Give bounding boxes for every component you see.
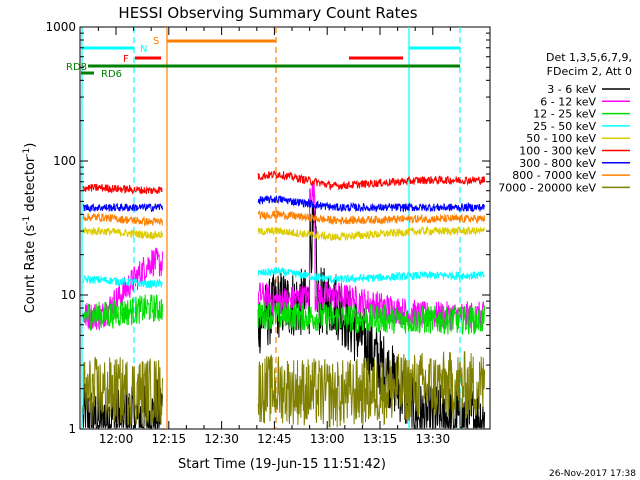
series-line-7-seg0 xyxy=(82,212,163,228)
saa-label: S xyxy=(153,36,159,47)
rd6-label: RD6 xyxy=(101,69,122,80)
legend-label: 12 - 25 keV xyxy=(533,108,596,121)
series-line-2-seg1 xyxy=(257,301,486,335)
series-line-3-seg1 xyxy=(257,266,485,284)
legend-header-1: Det 1,3,5,6,7,9, xyxy=(546,51,632,64)
legend-label: 300 - 800 keV xyxy=(519,157,596,170)
series-line-2-seg0 xyxy=(82,294,163,332)
series-line-5-seg0 xyxy=(82,183,163,195)
series-line-8-seg0 xyxy=(82,356,163,427)
y-tick-label: 1000 xyxy=(45,20,76,34)
y-tick-label: 100 xyxy=(53,154,76,168)
legend-label: 3 - 6 keV xyxy=(547,83,596,96)
y-tick-label: 10 xyxy=(61,288,76,302)
legend: Det 1,3,5,6,7,9, FDecim 2, Att 0 3 - 6 k… xyxy=(498,51,632,194)
chart-title: HESSI Observing Summary Count Rates xyxy=(118,4,417,22)
plot-frame xyxy=(79,26,491,430)
flare-label: F xyxy=(123,54,129,65)
series-line-4-seg0 xyxy=(82,226,163,240)
legend-label: 25 - 50 keV xyxy=(533,120,596,133)
x-tick-label: 13:00 xyxy=(310,432,345,446)
legend-header-2: FDecim 2, Att 0 xyxy=(547,65,632,78)
plot-timestamp: 26-Nov-2017 17:38 xyxy=(549,469,636,479)
y-tick-label: 1 xyxy=(68,422,76,436)
x-tick-label: 12:45 xyxy=(257,432,292,446)
series-line-7-seg1 xyxy=(257,209,486,226)
legend-label: 100 - 300 keV xyxy=(519,145,596,158)
x-tick-label: 13:15 xyxy=(363,432,398,446)
series-line-8-seg1 xyxy=(257,350,486,428)
x-axis-label: Start Time (19-Jun-15 11:51:42) xyxy=(178,457,386,472)
y-axis-label: Count Rate (s-1 detector-1) xyxy=(22,143,38,314)
series-layer xyxy=(82,170,486,429)
legend-label: 6 - 12 keV xyxy=(540,95,596,108)
series-line-5-seg1 xyxy=(257,170,486,191)
legend-label: 800 - 7000 keV xyxy=(512,169,596,182)
series-line-6-seg0 xyxy=(82,203,163,213)
night-label: N xyxy=(140,44,147,55)
series-line-3-seg0 xyxy=(82,274,163,289)
series-line-6-seg1 xyxy=(257,195,486,213)
legend-label: 50 - 100 keV xyxy=(526,132,596,145)
series-line-4-seg1 xyxy=(257,225,486,242)
x-tick-label: 12:30 xyxy=(204,432,239,446)
axes: 12:00 12:15 12:30 12:45 13:00 13:15 13:30 1 10 10… xyxy=(45,20,490,446)
x-tick-label: 12:15 xyxy=(152,432,187,446)
legend-label: 7000 - 20000 keV xyxy=(498,181,596,194)
rd8-label: RD8 xyxy=(66,62,87,73)
x-tick-label: 13:30 xyxy=(416,432,451,446)
x-tick-label: 12:00 xyxy=(99,432,134,446)
